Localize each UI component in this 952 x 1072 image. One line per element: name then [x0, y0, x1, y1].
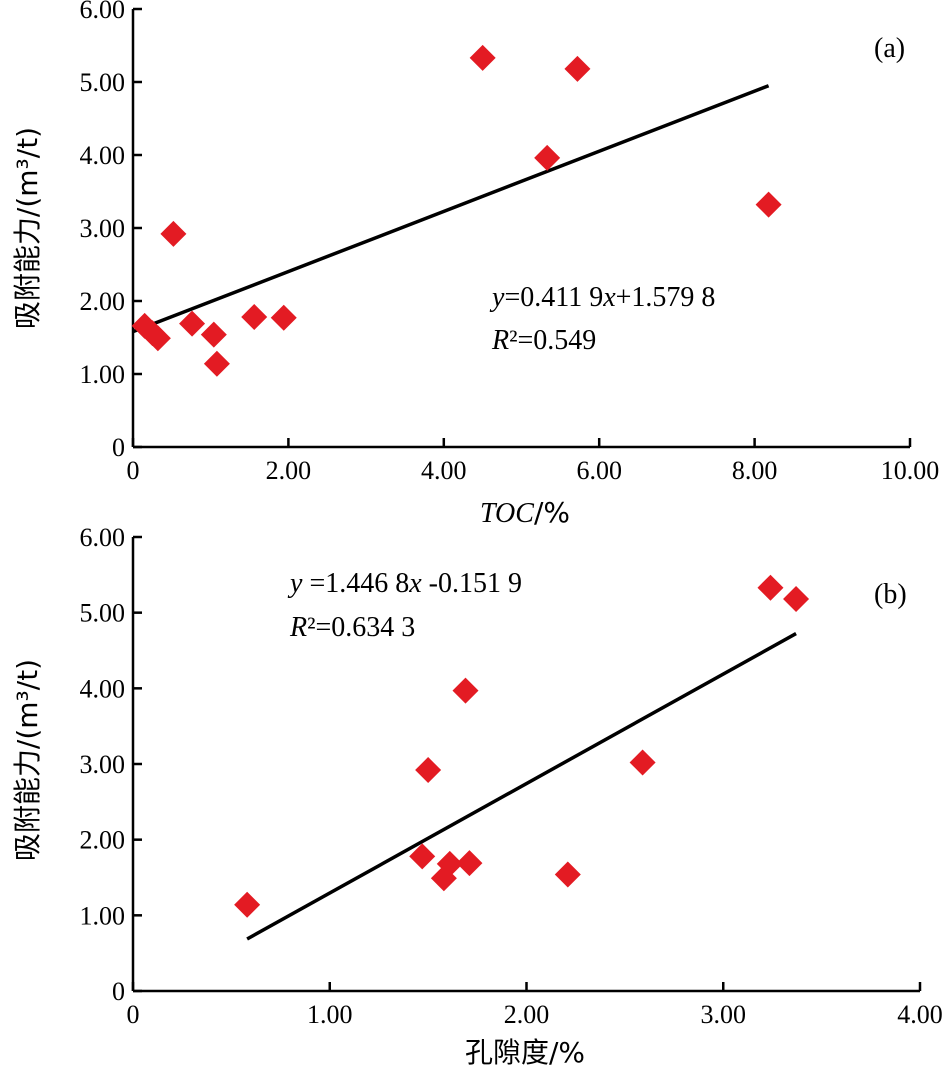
panel-a-x-tick-label: 0 — [127, 456, 140, 485]
panel-b-porosity-scatter: 0 1.00 2.00 3.00 4.00 5.00 6.00 0 1.00 2.00 3.00 4.… — [11, 523, 943, 1069]
panel-a-y-tick-label: 3.00 — [80, 214, 126, 243]
panel-b-r-squared: R²=0.634 3 — [289, 612, 415, 643]
panel-b-x-tick-label: 2.00 — [504, 1000, 550, 1029]
panel-a-y-tick-label: 2.00 — [80, 287, 126, 316]
panel-a-trendline — [132, 84, 770, 334]
panel-b-y-tick-label: 4.00 — [80, 674, 126, 703]
panel-a-data-point — [564, 55, 591, 82]
panel-b-data-point — [456, 850, 483, 877]
panel-b-data-point — [234, 891, 261, 918]
panel-b-data-point — [629, 749, 656, 776]
panel-b-data-point — [783, 586, 810, 613]
panel-b-data-point — [415, 757, 442, 784]
panel-b-x-tick-label: 1.00 — [307, 1000, 353, 1029]
panel-a-toc-scatter: 0 1.00 2.00 3.00 4.00 5.00 6.00 0 2.00 4.00 6.00 8.… — [11, 0, 939, 529]
panel-b-y-tick-label: 3.00 — [80, 750, 126, 779]
panel-b-data-point — [436, 850, 463, 877]
panel-b-x-axis-title: 孔隙度/% — [465, 1036, 585, 1069]
panel-a-y-tick-label: 6.00 — [80, 0, 126, 24]
panel-a-data-point — [160, 220, 187, 247]
panel-a-data-point — [179, 310, 206, 337]
panel-a-x-tick-label: 6.00 — [576, 456, 622, 485]
panel-a-r-squared: R²=0.549 — [491, 325, 596, 356]
panel-a-x-tick-label: 8.00 — [732, 456, 778, 485]
panel-b-data-point — [452, 677, 479, 704]
panel-a-data-point — [270, 304, 297, 331]
panel-b-y-tick-label: 1.00 — [80, 901, 126, 930]
panel-b-y-tick-label: 6.00 — [80, 523, 126, 552]
panel-b-x-tick-label: 3.00 — [701, 1000, 747, 1029]
panel-b-data-point — [554, 861, 581, 888]
panel-a-y-tick-label: 1.00 — [80, 360, 126, 389]
panel-a-y-tick-label: 5.00 — [80, 68, 126, 97]
panel-a-x-tick-label: 2.00 — [266, 456, 312, 485]
panel-a-y-tick-label: 4.00 — [80, 141, 126, 170]
panel-a-y-tick-label: 0 — [112, 433, 125, 462]
panel-a-data-point — [241, 304, 268, 331]
panel-a-x-axis-title: TOC/% — [480, 496, 570, 529]
panel-a-equation: y=0.411 9x+1.579 8 — [489, 282, 715, 313]
panel-b-trendline — [246, 632, 797, 941]
panel-b-y-axis-title: 吸附能力/(m³/t) — [11, 659, 44, 861]
panel-a-data-point — [469, 44, 496, 71]
panel-a-y-axis-title: 吸附能力/(m³/t) — [11, 127, 44, 329]
panel-b-data-point — [757, 574, 784, 601]
panel-b-y-tick-label: 5.00 — [80, 599, 126, 628]
panel-a-data-point — [203, 350, 230, 377]
panel-b-x-tick-label: 4.00 — [897, 1000, 943, 1029]
panel-b-x-tick-label: 0 — [127, 1000, 140, 1029]
panel-a-data-point — [200, 321, 227, 348]
panel-a-label: (a) — [874, 33, 905, 64]
panel-a-data-point — [144, 325, 171, 352]
panel-a-x-tick-label: 10.00 — [881, 456, 940, 485]
panel-a-x-tick-label: 4.00 — [421, 456, 467, 485]
panel-b-y-tick-label: 0 — [112, 977, 125, 1006]
panel-b-equation: y =1.446 8x -0.151 9 — [287, 568, 522, 599]
panel-b-label: (b) — [874, 579, 907, 610]
panel-b-y-tick-label: 2.00 — [80, 826, 126, 855]
panel-a-data-point — [534, 144, 561, 171]
panel-b-data-point — [409, 843, 436, 870]
panel-a-data-point — [755, 191, 782, 218]
